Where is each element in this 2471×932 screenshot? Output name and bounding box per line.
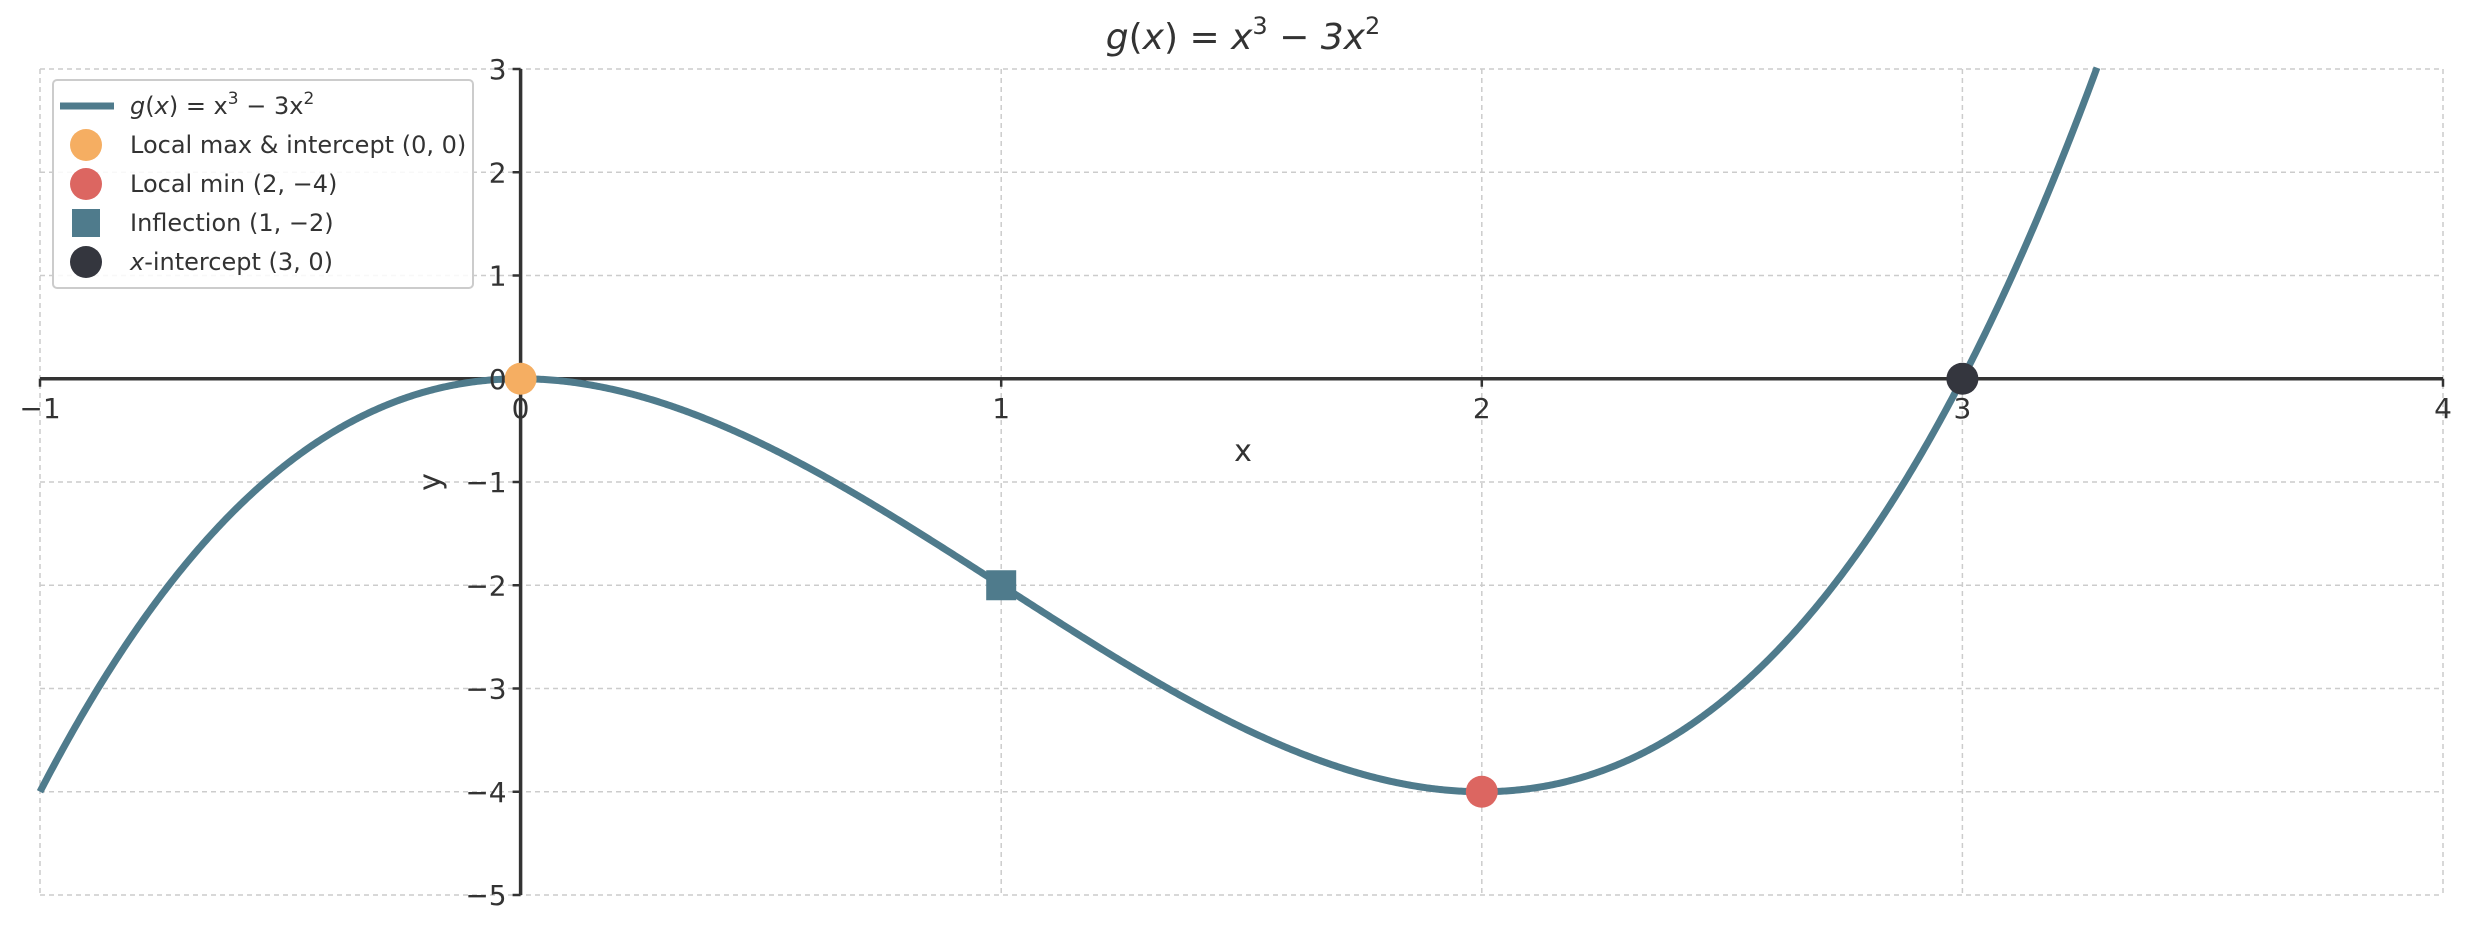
axes [38, 67, 2445, 897]
y-tick-label: −2 [465, 569, 506, 602]
title-exp1: 3 [1252, 12, 1267, 40]
legend-line-label: g(x) = x3 − 3x2 [130, 89, 314, 120]
x-axis-label: x [1234, 434, 1252, 469]
legend-marker [70, 129, 102, 161]
point-marker [1465, 775, 1498, 808]
x-tick-label: 2 [1473, 392, 1491, 425]
title-fn: g [1106, 17, 1129, 58]
y-tick-label: 3 [489, 53, 507, 86]
point-marker [1946, 362, 1979, 395]
point-marker [986, 570, 1017, 601]
x-tick-label: −1 [19, 392, 60, 425]
legend-marker [72, 209, 100, 237]
x-tick-label: 0 [512, 392, 530, 425]
x-tick-label: 3 [1953, 392, 1971, 425]
legend-marker [70, 246, 102, 278]
markers [504, 362, 1979, 808]
legend-label: Local max & intercept (0, 0) [130, 131, 466, 159]
chart-title: g(x) = x3 − 3x2 [1106, 12, 1380, 58]
title-arg: x [1142, 17, 1165, 58]
y-axis-label: y [413, 473, 448, 491]
series-line-g [36, 66, 2101, 796]
legend-label: x-intercept (3, 0) [129, 248, 333, 276]
point-marker [504, 362, 537, 395]
y-tick-label: −5 [465, 879, 506, 912]
tick-labels: −1 0 1 2 3 4 −5 −4 −3 −2 −1 0 1 2 3 [19, 53, 2452, 912]
y-tick-label: −4 [465, 776, 506, 809]
y-tick-label: −1 [465, 466, 506, 499]
x-tick-label: 4 [2434, 392, 2452, 425]
legend-label: Local min (2, −4) [130, 170, 337, 198]
y-tick-label: 0 [489, 363, 507, 396]
x-tick-label: 1 [992, 392, 1010, 425]
y-tick-label: 1 [489, 260, 507, 293]
y-tick-label: 2 [489, 156, 507, 189]
title-minus: − 3x [1268, 17, 1366, 58]
y-tick-label: −3 [465, 673, 506, 706]
legend: g(x) = x3 − 3x2 Local max & intercept (0… [52, 79, 474, 289]
legend-items: Local max & intercept (0, 0) Local min (2… [70, 129, 466, 278]
legend-frame [52, 79, 474, 289]
legend-marker [70, 168, 102, 200]
legend-label: Inflection (1, −2) [130, 209, 334, 237]
title-exp2: 2 [1365, 12, 1380, 40]
title-eq: = x [1178, 17, 1253, 58]
